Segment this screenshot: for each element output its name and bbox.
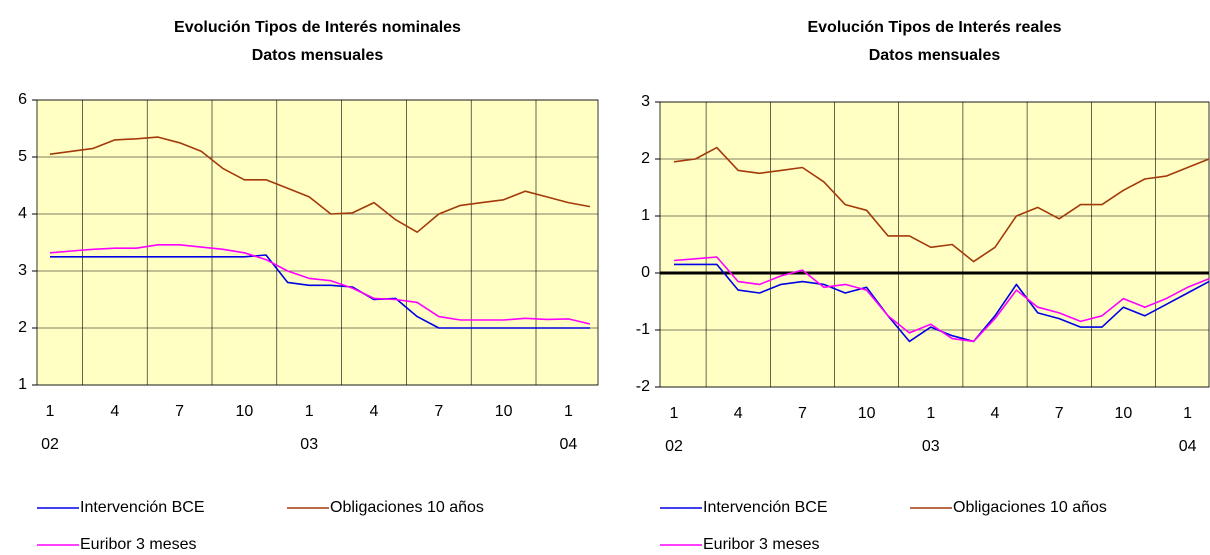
chart-title: Evolución Tipos de Interés nominales — [174, 19, 461, 36]
x-tick-label: 4 — [991, 405, 1000, 422]
x-tick-label: 1 — [670, 405, 679, 422]
y-tick-label: 3 — [18, 262, 27, 279]
x-tick-label: 1 — [46, 403, 55, 420]
y-tick-label: -2 — [636, 378, 650, 395]
y-tick-label: 3 — [641, 93, 650, 110]
chart-subtitle: Datos mensuales — [252, 47, 384, 64]
legend-label: Euribor 3 meses — [703, 536, 820, 553]
x-tick-label: 1 — [564, 403, 573, 420]
x-tick-label: 10 — [858, 405, 876, 422]
x-tick-label: 4 — [734, 405, 743, 422]
plot-area — [660, 102, 1209, 387]
legend-label: Obligaciones 10 años — [953, 499, 1107, 516]
series-line — [49, 244, 591, 325]
x-tick-label: 7 — [1055, 405, 1064, 422]
legend-label: Intervención BCE — [80, 499, 205, 516]
year-label: 02 — [665, 438, 683, 455]
plot-area — [37, 100, 598, 385]
y-tick-label: 5 — [18, 148, 27, 165]
series-line — [673, 146, 1210, 263]
x-tick-label: 10 — [236, 403, 254, 420]
x-tick-label: 4 — [370, 403, 379, 420]
y-tick-label: 1 — [641, 207, 650, 224]
plot-border — [36, 99, 599, 386]
year-label: 04 — [560, 436, 578, 453]
series-line — [49, 136, 591, 233]
year-label: 03 — [922, 438, 940, 455]
x-tick-label: 4 — [110, 403, 119, 420]
x-tick-label: 7 — [175, 403, 184, 420]
x-tick-label: 7 — [434, 403, 443, 420]
y-tick-label: 0 — [641, 264, 650, 281]
year-label: 03 — [300, 436, 318, 453]
x-tick-label: 7 — [798, 405, 807, 422]
legend-label: Euribor 3 meses — [80, 536, 197, 553]
y-tick-label: 4 — [18, 205, 27, 222]
series-line — [50, 254, 590, 329]
x-tick-label: 1 — [305, 403, 314, 420]
year-label: 04 — [1179, 438, 1197, 455]
x-tick-label: 10 — [495, 403, 513, 420]
chart-title: Evolución Tipos de Interés reales — [807, 19, 1061, 36]
y-tick-label: 2 — [641, 150, 650, 167]
chart-subtitle: Datos mensuales — [869, 47, 1001, 64]
y-tick-label: -1 — [636, 321, 650, 338]
y-tick-label: 6 — [18, 91, 27, 108]
y-tick-label: 2 — [18, 319, 27, 336]
x-tick-label: 1 — [926, 405, 935, 422]
series-line — [673, 256, 1210, 343]
legend-label: Intervención BCE — [703, 499, 828, 516]
plot-border — [659, 101, 1210, 388]
legend-label: Obligaciones 10 años — [330, 499, 484, 516]
y-tick-label: 1 — [18, 376, 27, 393]
x-tick-label: 1 — [1183, 405, 1192, 422]
x-tick-label: 10 — [1115, 405, 1133, 422]
year-label: 02 — [41, 436, 59, 453]
